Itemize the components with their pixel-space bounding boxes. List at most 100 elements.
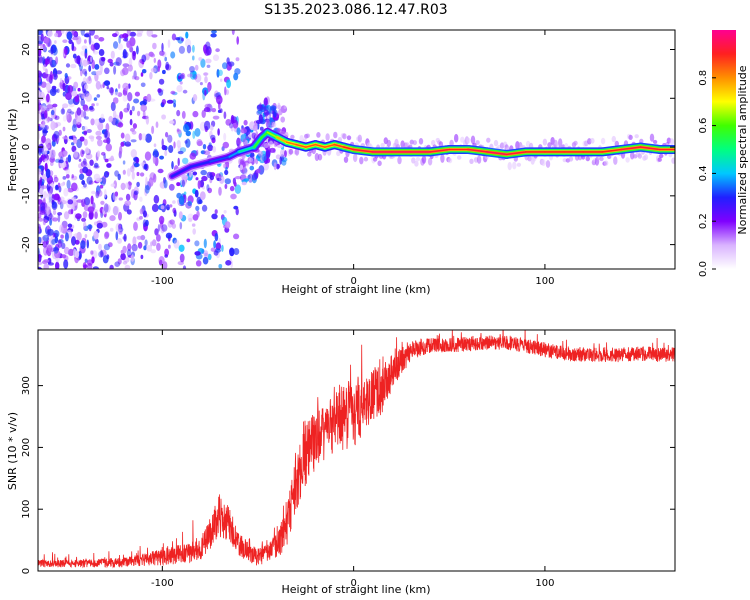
spectrogram-cell bbox=[195, 177, 199, 181]
spectrogram-cell bbox=[207, 187, 212, 194]
spectrogram-cell bbox=[86, 76, 92, 84]
spectrogram-cell bbox=[89, 159, 94, 166]
spectrogram-cell bbox=[103, 80, 111, 86]
spectrogram-cell bbox=[203, 107, 211, 113]
spectrogram-cell bbox=[63, 187, 69, 197]
spectrogram-cell bbox=[122, 236, 127, 240]
spectrogram-cell bbox=[203, 238, 207, 249]
spectrogram-cell bbox=[61, 242, 66, 249]
spectrogram-cell bbox=[178, 45, 185, 54]
spectrogram-cell bbox=[43, 263, 49, 269]
spectrogram-cell bbox=[342, 133, 347, 140]
spectrogram-cell bbox=[343, 156, 349, 163]
spectrogram-cell bbox=[176, 128, 180, 132]
spectrogram-cell bbox=[93, 230, 99, 240]
spectrogram-cell bbox=[73, 137, 78, 144]
spectrogram-cell bbox=[231, 30, 235, 35]
spectrogram-cell bbox=[247, 174, 251, 180]
spectrogram-cell bbox=[210, 247, 217, 252]
spectrogram-cell bbox=[92, 266, 100, 269]
spectrogram-cell bbox=[63, 246, 70, 255]
spectrogram-cell bbox=[547, 142, 552, 148]
spectrogram-cell bbox=[86, 239, 90, 249]
spectrogram-cell bbox=[42, 56, 46, 66]
spectrogram-cell bbox=[88, 135, 95, 140]
colorbar: 0.0 0.2 0.4 0.6 0.8 Normalized spectral ampl… bbox=[698, 30, 749, 277]
spectrogram-cell bbox=[46, 192, 53, 201]
spectrogram-cell bbox=[639, 138, 644, 144]
spectrogram-cell bbox=[96, 94, 101, 98]
spectrogram-cell bbox=[198, 57, 203, 61]
spectrogram-cell bbox=[153, 148, 159, 158]
spectrogram-cell bbox=[657, 157, 662, 162]
spectrogram-cell bbox=[199, 191, 206, 201]
spectrogram-cell bbox=[99, 56, 105, 66]
spectrogram-cell bbox=[202, 144, 207, 150]
spectrogram-cell bbox=[170, 51, 176, 59]
spectrogram-cell bbox=[182, 89, 188, 94]
spectrogram-cell bbox=[62, 82, 66, 92]
spectrogram-cell bbox=[82, 59, 88, 67]
spectrogram-ridge-segment bbox=[171, 165, 192, 178]
spectrogram-cell bbox=[161, 138, 164, 147]
spectrogram-cell bbox=[192, 55, 195, 61]
spectrogram-cell bbox=[57, 196, 61, 202]
spectrogram-cell bbox=[73, 81, 79, 89]
spectrogram-cell bbox=[115, 57, 122, 67]
spectrogram-cell bbox=[192, 228, 196, 235]
spectrogram-cell bbox=[47, 200, 52, 208]
spectrogram-cell bbox=[214, 209, 218, 215]
spectrogram-cell bbox=[62, 103, 69, 109]
spectrogram-cell bbox=[149, 72, 153, 80]
spectrogram-cell bbox=[255, 158, 259, 165]
spectrogram-cell bbox=[46, 185, 52, 190]
snr-background bbox=[38, 330, 675, 571]
spectrogram-cell bbox=[167, 39, 171, 48]
spectrogram-cell bbox=[95, 70, 103, 76]
spectrogram-cell bbox=[585, 156, 590, 162]
spectrogram-cell bbox=[98, 49, 105, 56]
spectrogram-cell bbox=[63, 150, 68, 156]
spectrogram-cell bbox=[86, 259, 93, 266]
spectrogram-cell bbox=[405, 142, 410, 147]
spectrogram-cell bbox=[83, 221, 87, 230]
spectrogram-cell bbox=[281, 159, 287, 166]
spectrogram-cell bbox=[249, 152, 255, 159]
spectrogram-cell bbox=[47, 30, 53, 37]
spectrogram-cell bbox=[40, 185, 48, 190]
spectrogram-cell bbox=[179, 222, 183, 230]
spectrogram-cell bbox=[175, 37, 181, 41]
spectrogram-cell bbox=[71, 174, 74, 179]
spectrogram-cell bbox=[124, 141, 132, 147]
spectrogram-cell bbox=[252, 172, 258, 181]
spectrogram-cell bbox=[172, 207, 177, 214]
spectrogram-cell bbox=[239, 164, 244, 171]
spectrogram-cell bbox=[38, 168, 42, 172]
spectrogram-cell bbox=[52, 103, 58, 108]
spectrogram-cell bbox=[165, 61, 170, 71]
spectrogram-cell bbox=[70, 208, 74, 215]
spectrogram-cell bbox=[411, 157, 416, 164]
spectrogram-cell bbox=[265, 149, 270, 158]
spectrogram-cell bbox=[118, 223, 122, 229]
spectrogram-cell bbox=[131, 244, 138, 252]
spectrogram-cell bbox=[97, 139, 103, 147]
spectrogram-cell bbox=[95, 192, 100, 197]
spectrogram-cell bbox=[195, 260, 202, 267]
spectrogram-cell bbox=[194, 64, 199, 71]
spectrogram-cell bbox=[90, 44, 96, 51]
spectrogram-cell bbox=[273, 162, 277, 171]
spectrogram-cell bbox=[346, 135, 352, 141]
spectrogram-ridge-segment bbox=[639, 146, 661, 151]
spectrogram-cell bbox=[412, 140, 417, 146]
spectrogram-cell bbox=[235, 57, 240, 62]
spectrogram-cell bbox=[214, 93, 220, 98]
spectrogram-cell bbox=[113, 41, 119, 49]
spectrogram-cell bbox=[95, 190, 100, 199]
spectrogram-cell bbox=[152, 42, 157, 50]
spectrogram-cell bbox=[204, 76, 208, 84]
spectrogram-cell bbox=[107, 58, 113, 64]
spectrogram-cell bbox=[507, 162, 512, 171]
spectrogram-cell bbox=[109, 215, 116, 222]
spectrogram-cell bbox=[42, 217, 47, 226]
